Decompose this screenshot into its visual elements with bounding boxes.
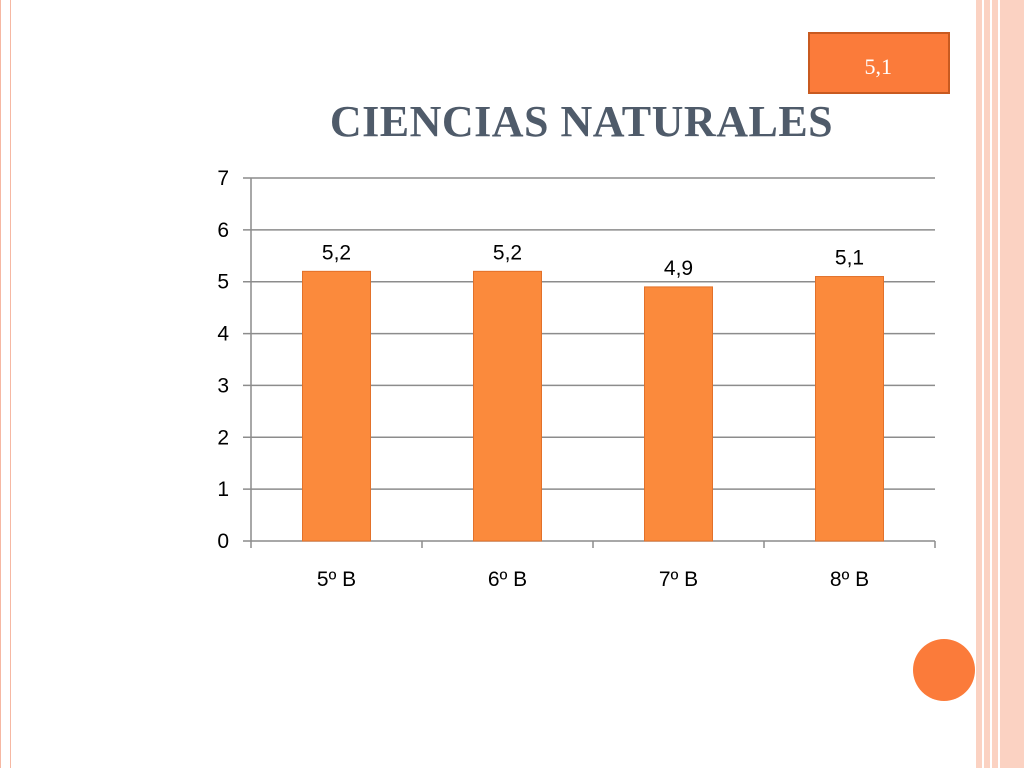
slide-number-text: 5,1 [864,54,893,79]
y-tick-label: 3 [217,374,229,397]
bars [302,270,884,542]
slide-title: CIENCIAS NATURALES [329,97,834,146]
y-tick-label: 6 [217,219,229,242]
y-tick-label: 2 [217,426,229,449]
y-tick-label: 7 [217,167,229,190]
bar [815,276,884,542]
left-border-line-inner [10,0,11,768]
right-border-stripe [998,0,1000,768]
x-category-label: 7º B [659,568,698,591]
left-border-line [0,0,1,768]
bar [302,270,371,542]
bar [473,270,542,542]
decorative-circle [913,639,975,701]
slide-number-badge: 5,1 [808,32,950,94]
data-label: 5,2 [493,241,522,264]
x-category-label: 8º B [830,568,869,591]
x-category-label: 5º B [317,568,356,591]
right-decorative-border [976,0,1024,768]
right-border-stripe [990,0,992,768]
y-tick-label: 4 [217,323,229,346]
right-border-stripe [982,0,984,768]
data-label: 4,9 [664,257,693,280]
data-label: 5,1 [835,247,864,270]
x-category-label: 6º B [488,568,527,591]
y-tick-label: 5 [217,271,229,294]
y-tick-label: 0 [217,530,229,553]
bar [644,286,713,542]
y-tick-label: 1 [217,478,229,501]
chart-labels: 0 1 2 3 4 5 6 7 5,2 5º B 5,2 6º B 4,9 7º B 5,1 8º B [217,167,869,591]
data-label: 5,2 [322,241,351,264]
